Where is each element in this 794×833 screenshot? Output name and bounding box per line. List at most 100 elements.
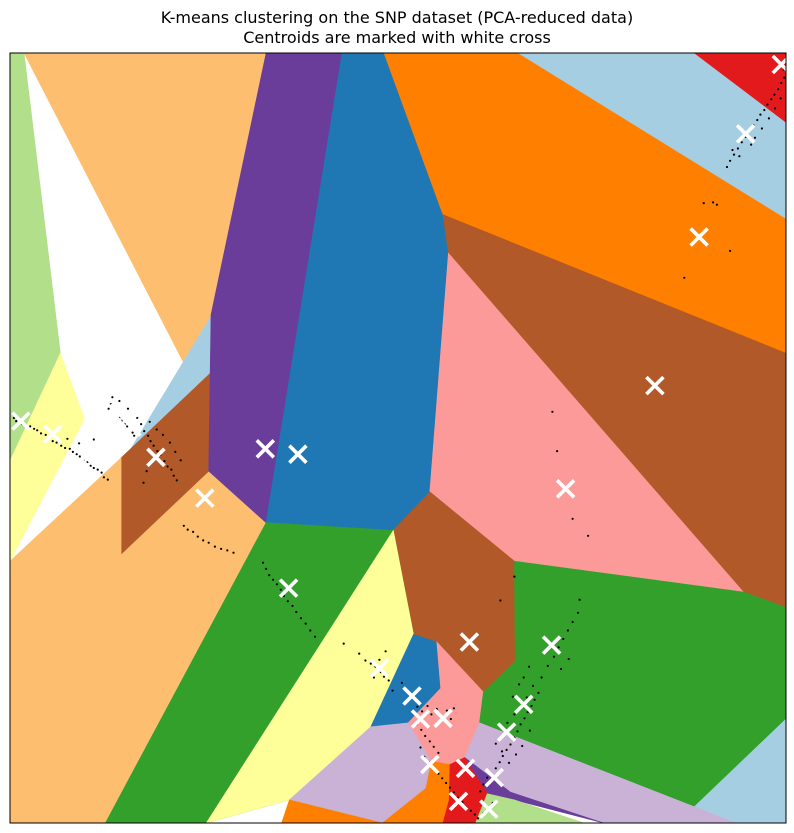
centroid-cross-17: [479, 799, 499, 819]
data-point-84: [291, 604, 294, 608]
data-point-118: [428, 740, 431, 743]
centroid-cross-16: [448, 791, 469, 812]
data-point-192: [756, 118, 759, 122]
data-point-139: [479, 790, 482, 793]
data-point-162: [546, 664, 549, 668]
centroid-cross-25: [689, 227, 709, 247]
region-red-9: [693, 53, 786, 123]
data-point-38: [126, 425, 129, 428]
data-point-17: [75, 453, 78, 456]
data-point-72: [213, 545, 216, 548]
data-point-178: [511, 695, 514, 698]
data-point-196: [770, 98, 773, 101]
data-point-27: [92, 438, 95, 441]
data-point-91: [358, 652, 361, 655]
chart-title: K-means clustering on the SNP dataset (P…: [160, 8, 634, 27]
data-point-201: [731, 148, 734, 152]
centroid-cross-7: [255, 439, 276, 459]
data-point-96: [382, 675, 386, 678]
data-point-1: [15, 420, 18, 423]
data-point-168: [576, 611, 580, 614]
data-point-143: [494, 767, 497, 770]
data-point-85: [295, 610, 298, 614]
data-point-7: [36, 429, 39, 432]
data-point-9: [44, 433, 47, 436]
data-point-107: [421, 710, 424, 713]
data-point-160: [531, 684, 535, 688]
data-point-83: [286, 600, 289, 603]
data-point-78: [268, 574, 271, 577]
data-points: [12, 59, 786, 820]
data-point-40: [131, 431, 134, 434]
data-point-0: [12, 416, 15, 420]
centroid-cross-10: [369, 658, 390, 678]
data-point-121: [419, 746, 422, 749]
centroid-cross-1: [42, 424, 63, 444]
centroid-cross-14: [420, 754, 440, 775]
data-point-67: [186, 528, 189, 531]
data-point-177: [528, 729, 532, 732]
data-point-129: [452, 791, 455, 794]
data-point-152: [526, 711, 529, 714]
centroid-cross-5: [146, 447, 166, 468]
data-point-176: [521, 744, 524, 748]
data-point-186: [732, 153, 736, 156]
data-point-8: [39, 432, 43, 435]
data-point-42: [111, 396, 114, 399]
data-point-156: [506, 721, 509, 725]
data-point-157: [513, 713, 516, 716]
centroid-cross-4: [122, 417, 142, 437]
centroid-cross-6: [195, 488, 215, 508]
data-point-61: [168, 441, 171, 444]
data-point-144: [498, 761, 501, 764]
data-point-173: [578, 598, 581, 601]
data-point-126: [441, 777, 444, 780]
data-point-25: [66, 437, 69, 440]
data-point-51: [156, 450, 159, 453]
centroid-cross-26: [735, 124, 756, 144]
data-point-194: [763, 108, 766, 112]
data-point-18: [78, 455, 81, 458]
data-point-163: [552, 655, 556, 658]
data-point-98: [372, 676, 375, 679]
data-point-100: [384, 650, 387, 653]
data-point-134: [473, 813, 476, 816]
data-point-193: [759, 113, 762, 116]
region-orange-7: [383, 53, 786, 354]
data-point-55: [170, 468, 173, 471]
data-point-140: [482, 783, 485, 786]
centroid-cross-11: [402, 686, 422, 706]
data-point-66: [182, 524, 185, 527]
data-point-183: [528, 665, 531, 668]
data-point-93: [369, 662, 372, 665]
data-point-77: [265, 567, 268, 571]
data-point-199: [780, 81, 783, 85]
region-purple-5: [208, 53, 343, 524]
data-point-219: [587, 534, 590, 537]
centroid-markers: [11, 54, 786, 819]
data-point-41: [133, 434, 136, 437]
data-point-24: [100, 471, 103, 474]
data-point-170: [567, 657, 570, 661]
data-point-213: [715, 203, 719, 206]
data-point-185: [729, 159, 732, 162]
data-point-150: [519, 723, 522, 726]
centroid-cross-13: [433, 708, 453, 729]
centroid-cross-21: [541, 635, 562, 655]
centroid-cross-27: [771, 54, 786, 75]
data-point-197: [773, 93, 776, 96]
data-point-29: [106, 478, 109, 481]
data-point-76: [261, 561, 265, 564]
data-point-169: [559, 667, 563, 671]
data-point-155: [537, 691, 540, 695]
data-point-5: [29, 425, 32, 428]
data-point-86: [299, 617, 303, 620]
data-point-171: [513, 575, 516, 578]
data-point-165: [562, 637, 565, 641]
chart-subtitle: Centroids are marked with white cross: [243, 28, 551, 47]
data-point-175: [507, 761, 511, 765]
data-point-65: [142, 481, 145, 484]
data-point-127: [445, 781, 448, 785]
data-point-113: [449, 717, 452, 721]
data-point-102: [400, 681, 403, 685]
